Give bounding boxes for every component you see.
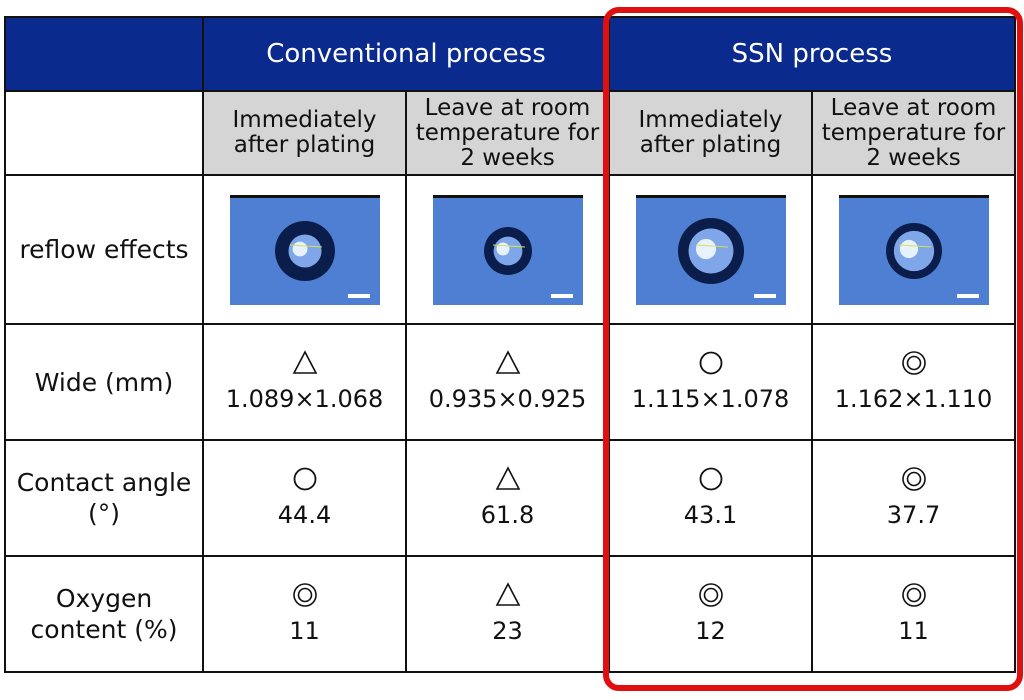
subheader-conv-immediate: Immediately after plating [202,90,407,176]
triangle-icon [495,466,520,490]
contact-value: 37.7 [886,501,941,529]
contact-cell: 61.8 [405,439,610,557]
row-label-contact: Contact angle (°) [4,439,204,557]
wide-cell: 1.089×1.068 [202,323,407,441]
wide-value: 1.162×1.110 [834,385,993,413]
contact-cell: 37.7 [811,439,1016,557]
oxygen-value: 23 [492,617,523,645]
circle-icon [699,467,722,491]
rating-symbol [813,464,1014,498]
subheader-conv-2weeks: Leave at room temperature for 2 weeks [405,90,610,176]
rating-symbol [610,580,811,614]
oxygen-cell: 11 [202,555,407,673]
subheader-ssn-immediate: Immediately after plating [608,90,813,176]
contact-cell: 43.1 [608,439,813,557]
double-circle-icon [901,467,926,491]
wide-row: Wide (mm) 1.089×1.068 0.935×0.925 1.115×… [4,323,1016,441]
reflow-photo [838,194,989,305]
wide-cell: 1.115×1.078 [608,323,813,441]
oxygen-value: 11 [898,617,929,645]
contact-value: 43.1 [683,501,738,529]
comparison-table: Conventional process SSN process Immedia… [4,16,1016,673]
reflow-row: reflow effects [4,174,1016,325]
rating-symbol [204,580,405,614]
reflow-image-cell [811,174,1016,325]
header-ssn: SSN process [608,16,1016,92]
subheader-ssn-2weeks: Leave at room temperature for 2 weeks [811,90,1016,176]
reflow-image-cell [202,174,407,325]
header-corner [4,16,204,92]
wide-value: 0.935×0.925 [428,385,587,413]
wide-value: 1.115×1.078 [631,385,790,413]
rating-symbol [204,464,405,498]
reflow-photo [229,194,380,305]
wide-value: 1.089×1.068 [225,385,384,413]
rating-symbol [407,580,608,614]
contact-cell: 44.4 [202,439,407,557]
double-circle-icon [292,583,317,607]
oxygen-cell: 23 [405,555,610,673]
oxygen-cell: 11 [811,555,1016,673]
oxygen-cell: 12 [608,555,813,673]
double-circle-icon [901,583,926,607]
reflow-photo [635,194,786,305]
wide-cell: 1.162×1.110 [811,323,1016,441]
contact-row: Contact angle (°) 44.4 61.8 43.1 37.7 [4,439,1016,557]
rating-symbol [813,348,1014,382]
row-label-wide: Wide (mm) [4,323,204,441]
circle-icon [699,351,722,375]
rating-symbol [813,580,1014,614]
triangle-icon [495,582,520,606]
reflow-image-cell [608,174,813,325]
header-conventional: Conventional process [202,16,610,92]
row-label-reflow: reflow effects [4,174,204,325]
double-circle-icon [901,351,926,375]
triangle-icon [495,350,520,374]
circle-icon [293,467,316,491]
wide-cell: 0.935×0.925 [405,323,610,441]
rating-symbol [610,348,811,382]
subheader-corner [4,90,204,176]
header-row: Conventional process SSN process [4,16,1016,92]
rating-symbol [407,348,608,382]
rating-symbol [204,348,405,382]
row-label-oxygen: Oxygen content (%) [4,555,204,673]
contact-value: 61.8 [480,501,535,529]
reflow-image-cell [405,174,610,325]
contact-value: 44.4 [277,501,332,529]
triangle-icon [292,350,317,374]
reflow-photo [432,194,583,305]
oxygen-value: 12 [695,617,726,645]
rating-symbol [610,464,811,498]
double-circle-icon [698,583,723,607]
oxygen-value: 11 [289,617,320,645]
rating-symbol [407,464,608,498]
oxygen-row: Oxygen content (%) 11 23 12 11 [4,555,1016,673]
subheader-row: Immediately after plating Leave at room … [4,90,1016,176]
